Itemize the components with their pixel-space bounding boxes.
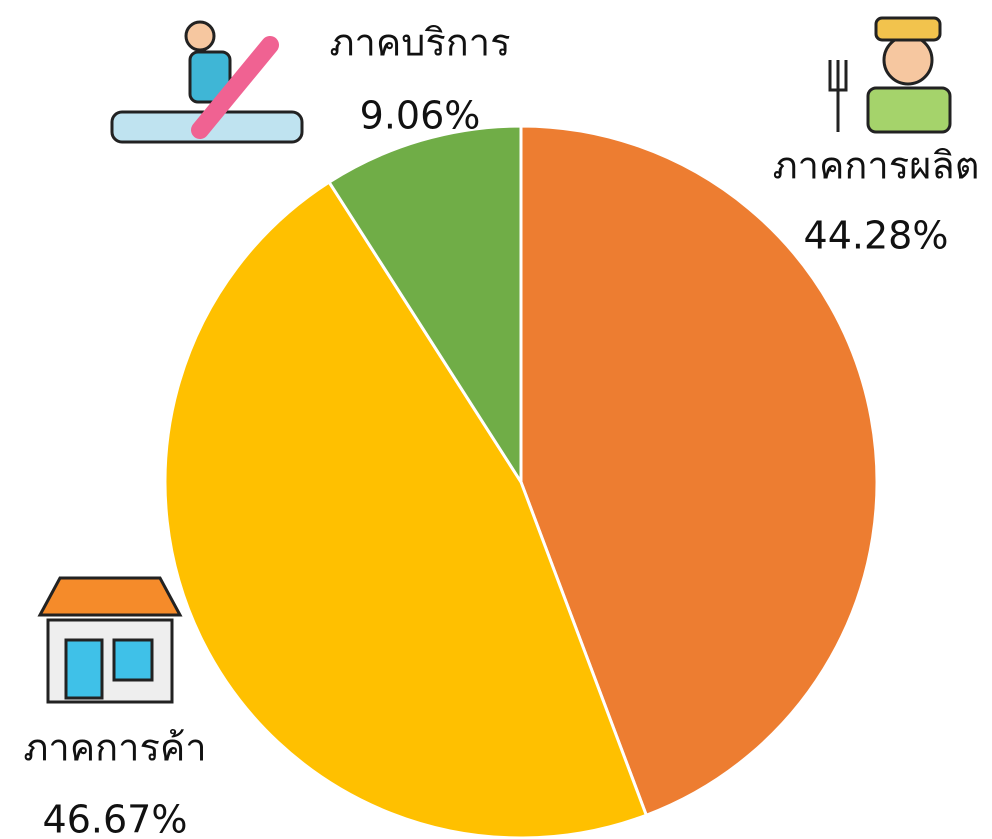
slice-label: ภาคการผลิต	[773, 144, 980, 188]
icon-therapist	[110, 20, 304, 144]
slice-value-label: 44.28%	[804, 214, 949, 258]
pie-slice	[327, 124, 523, 488]
slice-label: ภาคการค้า	[23, 726, 206, 770]
slice-label: ภาคบริการ	[329, 21, 510, 65]
icon-farmer	[828, 16, 952, 134]
pie-slice	[519, 124, 879, 818]
pie-slice	[163, 180, 649, 839]
slice-value-label: 9.06%	[360, 94, 481, 138]
slice-value-label: 46.67%	[43, 798, 188, 839]
icon-shop	[37, 576, 183, 704]
